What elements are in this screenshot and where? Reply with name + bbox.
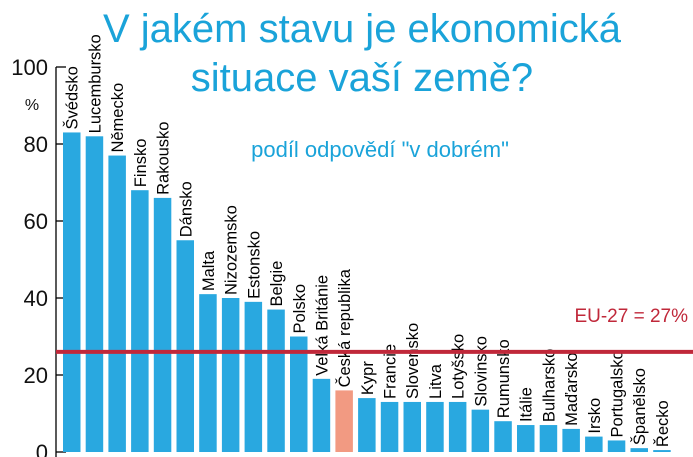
category-label: Řecko: [653, 400, 672, 447]
chart-title-line-1: V jakém stavu je ekonomická: [103, 7, 622, 51]
category-label: Německo: [109, 83, 127, 153]
chart-title: V jakém stavu je ekonomická situace vaší…: [103, 7, 622, 100]
category-label: Litva: [427, 363, 445, 399]
category-label: Španělsko: [630, 368, 649, 445]
category-label: Kypr: [359, 361, 377, 395]
reference-line-label: EU-27 = 27%: [574, 306, 688, 327]
bar: [585, 437, 603, 452]
category-label: Polsko: [291, 284, 309, 334]
category-label: Estonsko: [245, 231, 263, 299]
bar: [199, 294, 217, 452]
bar: [267, 310, 285, 452]
y-tick-label: 80: [24, 132, 48, 157]
category-label: Dánsko: [177, 181, 195, 237]
category-label: Maďarsko: [563, 352, 581, 425]
bar: [540, 425, 558, 452]
category-label: Bulharsko: [540, 349, 558, 422]
bar: [245, 302, 263, 452]
bar: [313, 379, 331, 452]
bar: [358, 398, 376, 452]
bar: [86, 136, 104, 452]
category-label: Portugalsko: [609, 350, 627, 437]
category-label: Slovinsko: [472, 336, 490, 407]
category-label: Slovensko: [404, 323, 422, 399]
category-label: Rakousko: [155, 122, 173, 195]
bar: [154, 198, 172, 452]
bar: [472, 410, 490, 452]
category-label: Finsko: [132, 139, 150, 188]
y-tick-label: 40: [24, 286, 48, 311]
category-label: Velká Británie: [313, 275, 331, 376]
bar: [426, 402, 444, 452]
category-label: Itálie: [518, 387, 536, 422]
bar: [494, 421, 512, 452]
y-axis-unit: %: [25, 97, 39, 114]
reference-line-group: EU-27 = 27%: [56, 306, 693, 352]
y-tick-label: 0: [36, 440, 48, 457]
category-label: Česká republika: [335, 268, 354, 387]
category-label: Irsko: [586, 398, 604, 434]
bar: [608, 440, 626, 452]
bar: [381, 402, 399, 452]
category-label: Belgie: [268, 261, 286, 307]
bar: [131, 190, 149, 452]
bar: [562, 429, 580, 452]
y-axis: 0 20 40 60 80 100: [11, 55, 66, 457]
category-label: Nizozemsko: [223, 205, 241, 295]
category-label: Lotyšsko: [450, 334, 468, 399]
bar: [222, 298, 240, 452]
bar: [653, 450, 671, 452]
bar: [108, 156, 126, 452]
bar: [517, 425, 535, 452]
chart-subtitle: podíl odpovědí "v dobrém": [251, 137, 509, 162]
bar: [449, 402, 467, 452]
category-label: Švédsko: [63, 66, 82, 129]
y-tick-label: 20: [24, 363, 48, 388]
category-label: Lucembursko: [86, 34, 104, 133]
bar: [177, 240, 195, 452]
chart-title-line-2: situace vaší země?: [191, 56, 533, 100]
y-tick-label: 60: [24, 209, 48, 234]
bar: [404, 402, 422, 452]
bar: [63, 132, 81, 452]
category-label: Malta: [200, 250, 218, 291]
bar: [335, 390, 353, 452]
y-tick-label: 100: [11, 55, 48, 80]
bar: [631, 448, 649, 452]
